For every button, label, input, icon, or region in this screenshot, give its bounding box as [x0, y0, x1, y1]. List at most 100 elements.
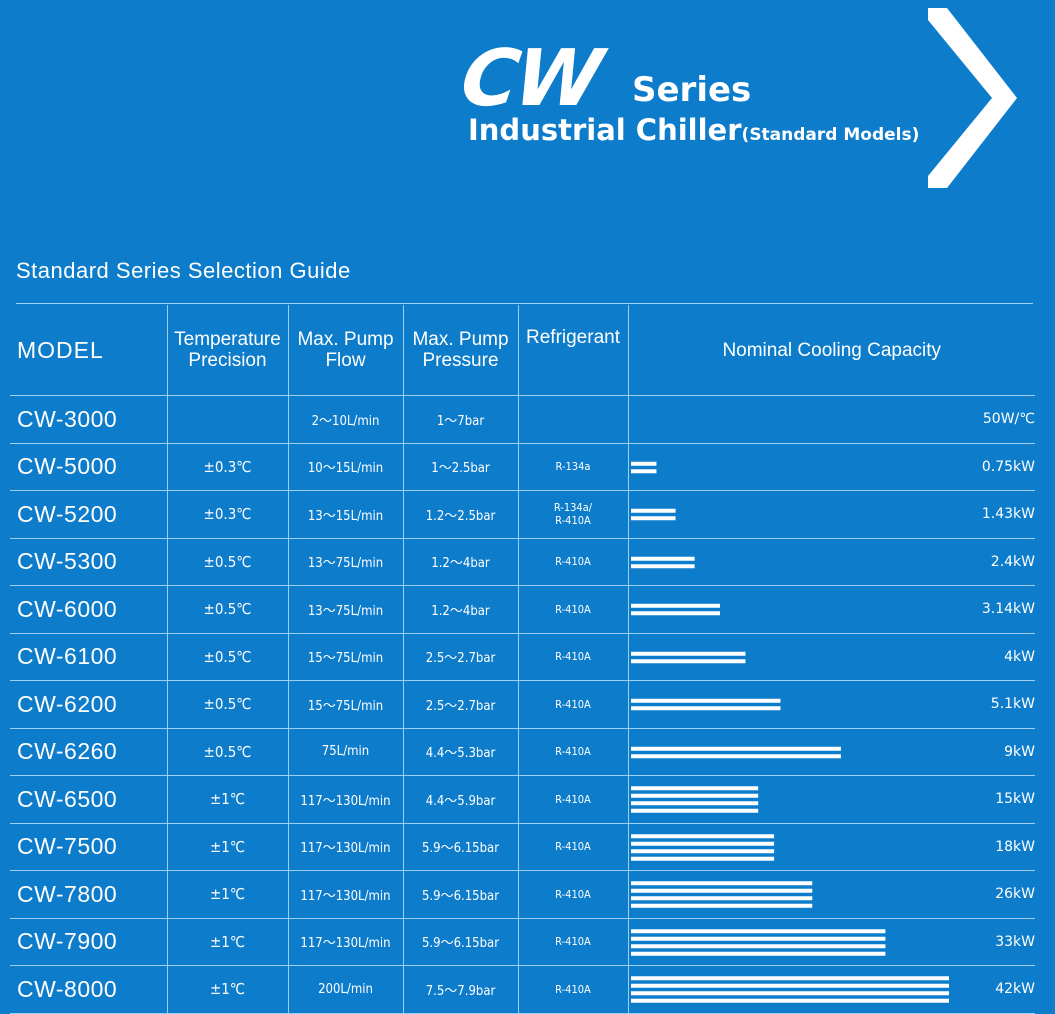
cell-capacity: 26kW [627, 870, 1035, 919]
cell-refrigerant: R-410A [517, 728, 628, 776]
col-precision: Temperature Precision [166, 305, 288, 396]
cell-model: CW-5300 [10, 538, 167, 586]
capacity-bar-line [630, 943, 885, 948]
refrigerant-line1: R-410A [555, 840, 591, 854]
selection-table: MODEL Temperature Precision Max. Pump Flow… [10, 305, 1035, 1014]
cell-precision: ±1℃ [166, 823, 288, 871]
cell-pressure: 7.5～7.9bar [402, 965, 518, 1014]
cell-flow: 15～75L/min [287, 633, 403, 681]
cell-capacity: 15kW [627, 775, 1035, 824]
cell-capacity: 50W/℃ [627, 395, 1035, 444]
table-row: CW-3000 2～10L/min 1～7bar 50W/℃ [10, 395, 1035, 444]
capacity-value: 0.75kW [981, 458, 1035, 475]
col-pressure-line1: Max. Pump [412, 329, 509, 350]
capacity-bar-line [630, 508, 676, 513]
cell-capacity: 1.43kW [627, 490, 1035, 539]
title-main: Industrial Chiller [468, 113, 742, 147]
cell-pressure: 4.4～5.3bar [402, 728, 518, 776]
capacity-bar-line [630, 951, 885, 956]
capacity-value: 50W/℃ [982, 411, 1035, 428]
capacity-bar [631, 396, 961, 443]
refrigerant-line1: R-410A [555, 555, 591, 569]
capacity-value: 26kW [995, 886, 1035, 903]
capacity-bar-line [630, 461, 656, 466]
capacity-bar-line [630, 928, 885, 933]
page-title: Industrial Chiller(Standard Models) [468, 112, 919, 153]
cell-model: CW-5200 [10, 490, 167, 539]
refrigerant-line1: R-410A [555, 697, 591, 711]
cell-capacity: 18kW [627, 823, 1035, 871]
cell-flow: 15～75L/min [287, 680, 403, 729]
capacity-bar-line [630, 786, 758, 791]
cell-pressure: 2.5～2.7bar [402, 680, 518, 729]
capacity-bar-line [630, 658, 745, 663]
capacity-value: 33kW [995, 933, 1035, 950]
cell-capacity: 42kW [627, 965, 1035, 1014]
cell-precision [166, 395, 288, 444]
capacity-value: 4kW [1004, 648, 1035, 665]
cell-model: CW-6000 [10, 585, 167, 634]
capacity-bar-line [630, 848, 774, 853]
capacity-bar-line [630, 801, 758, 806]
capacity-bar-line [630, 998, 949, 1003]
table-row: CW-7900 ±1℃ 117～130L/min 5.9～6.15bar R-410A 3… [10, 918, 1035, 966]
cell-flow: 10～15L/min [287, 443, 403, 491]
capacity-bar-line [630, 896, 812, 901]
capacity-bar-line [630, 856, 774, 861]
cell-model: CW-5000 [10, 443, 167, 491]
cell-refrigerant: R-410A [517, 585, 628, 634]
cell-flow: 2～10L/min [287, 395, 403, 444]
col-pressure-line2: Pressure [422, 350, 499, 371]
capacity-bar-line [630, 746, 841, 751]
series-label: Series [632, 70, 752, 110]
capacity-value: 9kW [1004, 743, 1035, 760]
cell-flow: 200L/min [287, 965, 403, 1014]
capacity-bar-line [630, 936, 885, 941]
cell-model: CW-6260 [10, 728, 167, 776]
table-row: CW-5200 ±0.3℃ 13～15L/min 1.2～2.5bar R-134a/R… [10, 490, 1035, 539]
divider [16, 303, 1033, 304]
col-model: MODEL [10, 305, 167, 396]
capacity-bar-line [630, 753, 841, 758]
cw-logo: CW [455, 34, 604, 124]
cell-refrigerant: R-410A [517, 538, 628, 586]
col-flow: Max. Pump Flow [287, 305, 403, 396]
refrigerant-line1: R-134a [555, 460, 591, 474]
cell-refrigerant: R-410A [517, 775, 628, 824]
table-row: CW-8000 ±1℃ 200L/min 7.5～7.9bar R-410A 42kW [10, 965, 1035, 1014]
cell-precision: ±0.5℃ [166, 538, 288, 586]
table-row: CW-5300 ±0.5℃ 13～75L/min 1.2～4bar R-410A 2.4k… [10, 538, 1035, 586]
capacity-bar-line [630, 556, 695, 561]
col-capacity: Nominal Cooling Capacity [627, 305, 1035, 396]
title-small: (Standard Models) [741, 125, 920, 145]
col-precision-line2: Precision [188, 350, 267, 371]
capacity-bar-line [630, 976, 949, 981]
capacity-value: 1.43kW [981, 506, 1035, 523]
cell-pressure: 1.2～2.5bar [402, 490, 518, 539]
cell-model: CW-8000 [10, 965, 167, 1014]
cell-flow: 75L/min [287, 728, 403, 776]
cell-capacity: 9kW [627, 728, 1035, 776]
cell-pressure: 5.9～6.15bar [402, 918, 518, 966]
capacity-bar-line [630, 603, 720, 608]
cell-refrigerant: R-410A [517, 633, 628, 681]
refrigerant-line1: R-410A [555, 650, 591, 664]
cell-pressure: 1～7bar [402, 395, 518, 444]
capacity-bar-line [630, 516, 676, 521]
capacity-bar-line [630, 808, 758, 813]
capacity-bar-line [630, 991, 949, 996]
cell-precision: ±1℃ [166, 918, 288, 966]
cell-refrigerant [517, 395, 628, 444]
capacity-bar-line [630, 841, 774, 846]
cell-refrigerant: R-134a/R-410A [517, 490, 628, 539]
cell-capacity: 4kW [627, 633, 1035, 681]
cell-flow: 117～130L/min [287, 775, 403, 824]
cell-capacity: 3.14kW [627, 585, 1035, 634]
cell-pressure: 4.4～5.9bar [402, 775, 518, 824]
capacity-bar [630, 746, 841, 758]
refrigerant-line1: R-410A [555, 602, 591, 616]
capacity-value: 2.4kW [990, 553, 1035, 570]
cell-precision: ±0.5℃ [166, 680, 288, 729]
cell-model: CW-7800 [10, 870, 167, 919]
cell-precision: ±0.5℃ [166, 585, 288, 634]
